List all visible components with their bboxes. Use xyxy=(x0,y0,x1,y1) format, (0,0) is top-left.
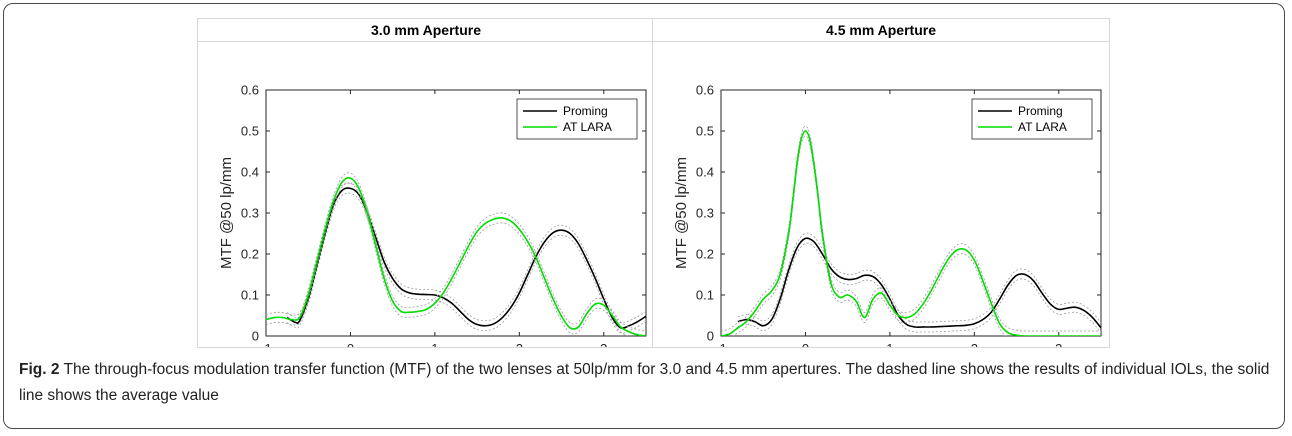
x-tick-label: 0 xyxy=(802,341,809,347)
x-tick-label: 3 xyxy=(600,341,607,347)
x-tick-label: 2 xyxy=(516,341,523,347)
individual-iol-dashed-line xyxy=(737,242,1101,334)
figure-caption: Fig. 2 The through-focus modulation tran… xyxy=(19,357,1274,409)
series-line-proming xyxy=(286,187,646,330)
x-tick-label: 1 xyxy=(431,341,438,347)
y-tick-label: 0.5 xyxy=(696,124,714,139)
x-tick-label: -1 xyxy=(260,341,272,347)
chart-panel-4-5mm: 4.5 mm Aperture 00.10.20.30.40.50.6-1012… xyxy=(652,18,1110,348)
y-tick-label: 0.1 xyxy=(696,288,714,303)
legend-label: AT LARA xyxy=(563,120,612,134)
y-tick-label: 0 xyxy=(707,329,714,344)
x-tick-label: 1 xyxy=(886,341,893,347)
x-tick-label: 2 xyxy=(971,341,978,347)
y-tick-label: 0.3 xyxy=(696,206,714,221)
y-axis-label: MTF @50 lp/mm xyxy=(218,157,235,269)
individual-iol-dashed-line xyxy=(286,192,646,334)
legend-label: AT LARA xyxy=(1018,120,1067,134)
chart-4-5mm-aperture: 00.10.20.30.40.50.6-10123Defocus [D]MTF … xyxy=(673,83,1102,347)
figure-frame xyxy=(3,3,1285,429)
individual-iol-dashed-line xyxy=(286,182,646,324)
figure-label: Fig. 2 xyxy=(19,361,60,378)
legend xyxy=(516,98,638,140)
chart-title: 3.0 mm Aperture xyxy=(198,19,654,42)
y-tick-label: 0.3 xyxy=(241,206,259,221)
y-tick-label: 0.5 xyxy=(241,124,259,139)
y-tick-label: 0.1 xyxy=(241,288,259,303)
individual-iol-dashed-line xyxy=(737,232,1101,324)
x-tick-label: 3 xyxy=(1055,341,1062,347)
y-tick-label: 0.6 xyxy=(696,83,714,98)
y-tick-label: 0.4 xyxy=(696,165,714,180)
y-tick-label: 0 xyxy=(252,329,259,344)
x-tick-label: -1 xyxy=(715,341,727,347)
legend-label: Proming xyxy=(1018,104,1063,118)
legend xyxy=(971,98,1093,140)
y-tick-label: 0.2 xyxy=(241,247,259,262)
series-line-proming xyxy=(737,237,1101,329)
chart-3mm-aperture: 00.10.20.30.40.50.6-10123Defocus [D]MTF … xyxy=(218,83,647,347)
series-group xyxy=(266,172,646,336)
series-group xyxy=(721,125,1101,336)
series-line-at-lara xyxy=(266,177,646,336)
legend-label: Proming xyxy=(563,104,608,118)
series-line-at-lara xyxy=(721,130,1101,336)
chart-title: 4.5 mm Aperture xyxy=(653,19,1109,42)
individual-iol-dashed-line xyxy=(721,125,1101,332)
caption-text: The through-focus modulation transfer fu… xyxy=(19,361,1270,404)
y-axis-label: MTF @50 lp/mm xyxy=(673,157,690,269)
y-tick-label: 0.4 xyxy=(241,165,259,180)
individual-iol-dashed-line xyxy=(733,135,1007,336)
y-tick-label: 0.2 xyxy=(696,247,714,262)
chart-panel-3mm: 3.0 mm Aperture 00.10.20.30.40.50.6-1012… xyxy=(197,18,655,348)
y-tick-label: 0.6 xyxy=(241,83,259,98)
x-tick-label: 0 xyxy=(347,341,354,347)
